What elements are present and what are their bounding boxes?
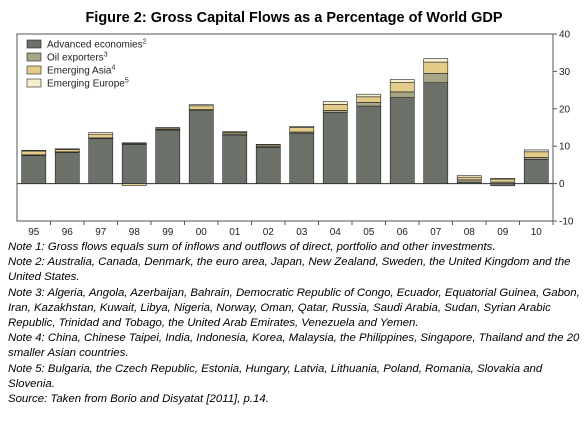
legend-swatch	[26, 52, 42, 62]
bar-segment	[389, 82, 415, 93]
x-tick-label: 96	[62, 227, 74, 238]
bar-segment	[289, 132, 315, 184]
stacked-bar-chart: 95 96 97 98 99 00 01 02 03 04 05 06 07 08 09 10 -10 0 10 20…	[16, 30, 574, 238]
bar-segment	[322, 110, 348, 113]
y-tick-label: -10	[559, 217, 574, 228]
note-4: Note 4: China, Chinese Taipei, India, In…	[8, 332, 580, 360]
x-tick-label: 95	[28, 227, 40, 238]
bar-segment	[423, 82, 449, 184]
bar-segment	[222, 131, 248, 133]
figure-notes: Note 1: Gross flows equals sum of inflow…	[8, 240, 584, 407]
bar-segment	[21, 155, 47, 184]
bar-segment	[88, 132, 114, 135]
bar-segment	[356, 96, 382, 103]
figure-title: Figure 2: Gross Capital Flows as a Perce…	[85, 10, 503, 26]
bar-segment	[322, 112, 348, 184]
x-tick-label: 07	[430, 227, 442, 238]
bar-segment	[356, 93, 382, 98]
bar-segment	[289, 126, 315, 128]
x-tick-label: 05	[363, 227, 375, 238]
y-tick-label: 20	[559, 104, 571, 115]
note-3: Note 3: Algeria, Angola, Azerbaijan, Bah…	[8, 286, 580, 330]
bar-segment	[188, 105, 214, 110]
bar-segment	[322, 104, 348, 111]
bar-segment	[523, 159, 549, 184]
bar-segment	[356, 105, 382, 184]
y-tick-label: 0	[559, 179, 565, 190]
y-tick-label: 30	[559, 67, 571, 78]
bar-segment	[21, 150, 47, 156]
bar-segment	[456, 175, 482, 178]
note-2: Note 2: Australia, Canada, Denmark, the …	[8, 256, 571, 284]
x-tick-label: 09	[497, 227, 509, 238]
x-tick-label: 10	[531, 227, 543, 238]
bar-segment	[389, 91, 415, 98]
x-tick-label: 97	[95, 227, 107, 238]
x-tick-label: 98	[129, 227, 141, 238]
chart-container: 95 96 97 98 99 00 01 02 03 04 05 06 07 08 09 10 -10 0 10 20…	[16, 30, 574, 238]
y-tick-label: 40	[559, 30, 571, 41]
bar-segment	[88, 133, 114, 139]
x-tick-label: 01	[229, 227, 241, 238]
x-tick-label: 00	[196, 227, 208, 238]
x-tick-label: 06	[397, 227, 409, 238]
bar-segment	[54, 149, 80, 153]
bar-segment	[21, 150, 47, 152]
bar-segment	[255, 147, 281, 184]
x-tick-label: 03	[296, 227, 308, 238]
bar-segment	[490, 178, 516, 183]
bar-segment	[423, 73, 449, 84]
legend-swatch	[26, 65, 42, 75]
bar-segment	[188, 104, 214, 107]
bar-segment	[523, 151, 549, 158]
legend-label: Oil exporters3	[47, 52, 108, 64]
bar-segment	[289, 127, 315, 133]
x-tick-label: 99	[162, 227, 174, 238]
bar-segment	[255, 144, 281, 146]
bar-segment	[121, 144, 147, 184]
note-1: Note 1: Gross flows equals sum of inflow…	[8, 241, 496, 253]
note-5: Note 5: Bulgaria, the Czech Republic, Es…	[8, 362, 543, 390]
plot-frame	[16, 33, 554, 222]
bar-segment	[389, 79, 415, 83]
bar-segment	[490, 178, 516, 180]
legend-label: Emerging Asia4	[47, 65, 115, 77]
bar-segment	[121, 183, 147, 186]
legend-swatch	[26, 78, 42, 88]
y-tick-label: 10	[559, 142, 571, 153]
bar-segment	[423, 58, 449, 63]
bar-segment	[155, 129, 181, 184]
legend-label: Advanced economies2	[47, 39, 147, 51]
bar-segment	[222, 134, 248, 184]
bar-segment	[322, 101, 348, 105]
bar-segment	[423, 61, 449, 74]
bar-segment	[88, 138, 114, 184]
x-tick-label: 02	[263, 227, 275, 238]
bar-segment	[54, 148, 80, 150]
legend-swatch	[26, 39, 42, 49]
source-note: Source: Taken from Borio and Disyatat [2…	[8, 393, 269, 406]
bar-segment	[456, 176, 482, 181]
bar-segment	[389, 97, 415, 184]
x-tick-label: 08	[464, 227, 476, 238]
bar-segment	[188, 110, 214, 184]
x-tick-label: 04	[330, 227, 342, 238]
bar-segment	[54, 152, 80, 184]
legend-label: Emerging Europe5	[47, 78, 129, 90]
bar-segment	[523, 149, 549, 153]
bar-segment	[356, 102, 382, 107]
bar-segment	[222, 132, 248, 135]
bar-segment	[456, 179, 482, 183]
bar-segment	[155, 127, 181, 129]
bar-segment	[255, 144, 281, 147]
bar-segment	[121, 142, 147, 144]
bar-segment	[490, 183, 516, 187]
